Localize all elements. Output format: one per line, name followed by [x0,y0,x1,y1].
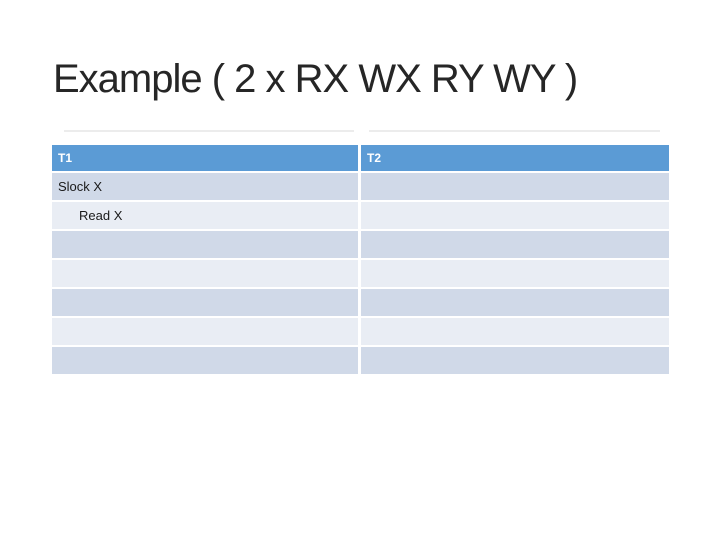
column-header-t1: T1 [52,145,358,171]
cell-t2 [361,202,669,229]
cell-t1: Read X [52,202,358,229]
transaction-schedule-table: T1 T2 Slock X Read X [49,143,672,376]
cell-t1 [52,318,358,345]
cell-t1 [52,289,358,316]
table-header: T1 T2 [52,145,669,171]
table-row [52,231,669,258]
cell-t2 [361,289,669,316]
cell-t2 [361,260,669,287]
table-row [52,260,669,287]
cell-t1 [52,347,358,374]
cell-t2 [361,318,669,345]
placeholder-rule-left [64,130,354,132]
placeholder-rule-right [369,130,660,132]
table-row [52,347,669,374]
cell-t1 [52,231,358,258]
slide-title: Example ( 2 x RX WX RY WY ) [53,57,578,101]
cell-t1 [52,260,358,287]
table-row [52,318,669,345]
cell-t2 [361,173,669,200]
column-header-t2: T2 [361,145,669,171]
table-body: Slock X Read X [52,173,669,374]
cell-t1: Slock X [52,173,358,200]
table-row [52,289,669,316]
cell-t2 [361,347,669,374]
table-header-row: T1 T2 [52,145,669,171]
table-row: Read X [52,202,669,229]
table-row: Slock X [52,173,669,200]
cell-t2 [361,231,669,258]
